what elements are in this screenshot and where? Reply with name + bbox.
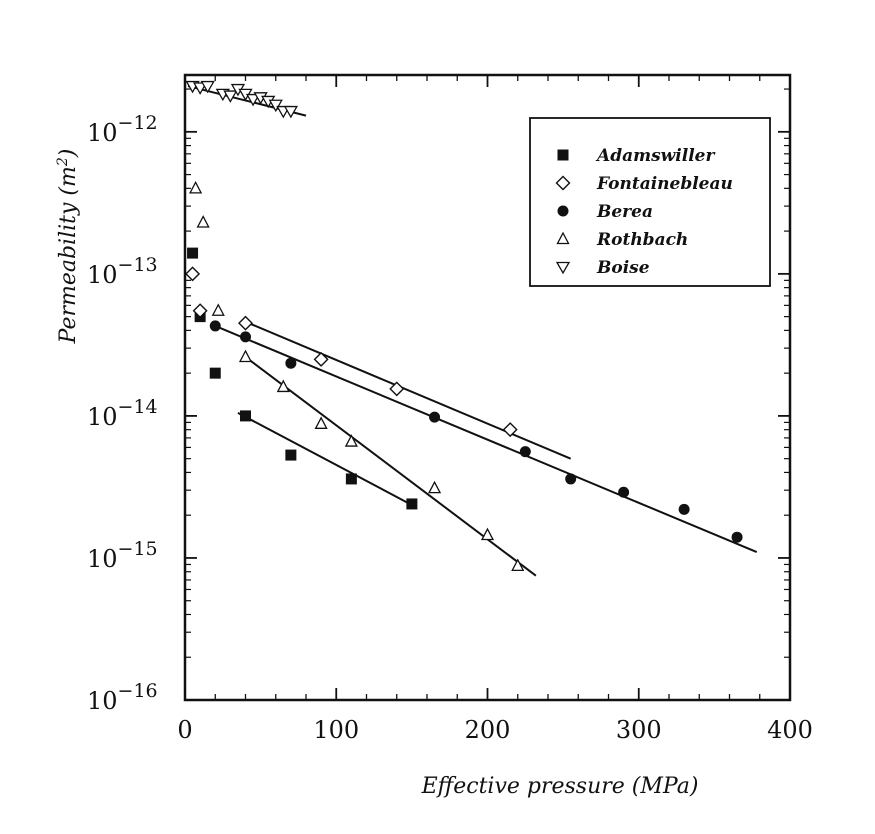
y-axis-title-main: Permeability (m: [56, 166, 81, 344]
point-boise: [200, 80, 215, 94]
fit-line-berea: [214, 325, 758, 553]
y-tick-label: 10−12: [87, 112, 158, 147]
point-rothbach: [211, 303, 225, 316]
point-berea: [429, 411, 441, 423]
y-tick-label-exponent: −12: [118, 112, 158, 134]
legend-marker-adamswiller: [557, 149, 569, 161]
legend-label-berea: Berea: [596, 202, 653, 222]
point-rothbach: [344, 434, 358, 447]
y-tick-label-exponent: −14: [118, 396, 158, 418]
point-fontainebleau: [185, 266, 201, 282]
point-berea: [519, 446, 531, 458]
point-berea: [618, 486, 630, 498]
point-fontainebleau: [313, 351, 329, 367]
legend-label-adamswiller: Adamswiller: [595, 146, 715, 166]
legend-label-boise: Boise: [596, 258, 650, 278]
point-boise: [245, 93, 261, 107]
data-points: [185, 80, 743, 571]
point-rothbach: [314, 416, 328, 429]
point-berea: [731, 531, 743, 543]
y-axis-title-close: ): [56, 149, 81, 159]
point-boise: [223, 90, 238, 103]
point-fontainebleau: [238, 315, 253, 331]
y-tick-label: 10−16: [87, 680, 158, 715]
point-rothbach: [238, 349, 253, 363]
y-tick-label: 10−14: [87, 396, 158, 431]
point-rothbach: [511, 558, 525, 571]
legend-label-fontainebleau: Fontainebleau: [596, 174, 733, 194]
legend-label-rothbach: Rothbach: [596, 230, 688, 250]
x-axis-title: Effective pressure (MPa): [421, 774, 699, 799]
legend-marker-rothbach: [556, 231, 570, 245]
point-adamswiller: [240, 410, 251, 422]
y-tick-label-base: 10: [87, 687, 118, 715]
point-adamswiller: [406, 498, 418, 510]
x-tick-label: 400: [767, 716, 813, 744]
y-axis-title-sup: 2: [55, 157, 71, 167]
fit-line-fontainebleau: [245, 320, 572, 460]
x-tick-label: 0: [177, 716, 192, 744]
point-fontainebleau: [502, 422, 518, 438]
legend-marker-berea: [557, 205, 569, 217]
point-adamswiller: [285, 449, 297, 461]
fit-line-adamswiller: [237, 412, 416, 508]
point-adamswiller: [209, 367, 221, 379]
point-adamswiller: [345, 473, 357, 485]
point-boise: [268, 99, 283, 113]
point-rothbach: [196, 215, 210, 228]
y-tick-label-base: 10: [87, 261, 118, 289]
point-boise: [283, 105, 298, 119]
x-tick-label: 100: [313, 716, 359, 744]
point-rothbach: [189, 180, 203, 194]
point-berea: [678, 503, 690, 515]
point-berea: [565, 473, 577, 485]
point-adamswiller: [187, 247, 199, 259]
legend-marker-fontainebleau: [555, 175, 571, 191]
y-tick-label-exponent: −15: [118, 538, 158, 560]
legend: Adamswiller Fontainebleau Berea Rothbach Boi…: [529, 117, 771, 287]
legend-frame: [529, 117, 771, 287]
y-tick-label: 10−13: [87, 254, 158, 289]
y-tick-label-exponent: −16: [118, 680, 158, 702]
legend-marker-boise: [555, 261, 571, 275]
y-tick-label-base: 10: [87, 119, 118, 147]
point-rothbach: [276, 379, 290, 393]
point-berea: [209, 320, 221, 332]
y-tick-label-exponent: −13: [118, 254, 158, 276]
x-tick-label: 300: [616, 716, 662, 744]
point-berea: [285, 357, 297, 369]
point-rothbach: [427, 480, 442, 494]
x-tick-label: 200: [465, 716, 511, 744]
y-tick-label: 10−15: [87, 538, 158, 573]
point-berea: [240, 331, 251, 343]
point-fontainebleau: [192, 303, 208, 319]
point-fontainebleau: [389, 381, 405, 397]
y-axis-title: Permeability (m2): [55, 149, 81, 345]
y-tick-label-base: 10: [87, 403, 118, 431]
y-tick-label-base: 10: [87, 545, 118, 573]
point-rothbach: [480, 527, 495, 541]
point-boise: [193, 82, 208, 95]
